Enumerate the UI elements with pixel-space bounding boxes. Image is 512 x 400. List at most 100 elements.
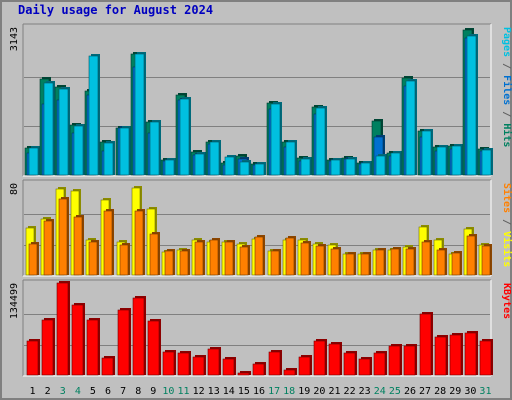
x-tick-day-10: 10 (162, 386, 174, 397)
bar-face (343, 352, 356, 376)
bar-pages-day-5 (88, 54, 100, 176)
bar-face (434, 336, 447, 376)
x-tick-day-25: 25 (389, 386, 401, 397)
x-tick-day-3: 3 (60, 386, 66, 397)
bar-face (390, 152, 401, 176)
x-tick-day-7: 7 (120, 386, 126, 397)
bar-face (101, 357, 114, 376)
bar-face (134, 210, 144, 276)
bar-sites-day-3 (58, 197, 69, 276)
bar-face (360, 162, 371, 176)
bar-face (119, 244, 129, 276)
bar-kbytes-day-21 (328, 342, 342, 376)
legend-part: / (501, 105, 512, 123)
bar-face (162, 351, 175, 376)
bar-sites-day-20 (315, 244, 326, 276)
bar-face (239, 161, 250, 176)
chart-title: Daily usage for August 2024 (18, 3, 214, 17)
bar-face (388, 345, 401, 376)
panel-3-max-label: 134499 (9, 283, 20, 319)
bar-face (207, 348, 220, 376)
bar-face (28, 243, 38, 276)
bar-pages-day-4 (73, 124, 85, 176)
x-tick-day-6: 6 (105, 386, 111, 397)
x-tick-day-24: 24 (374, 386, 386, 397)
bar-face (237, 372, 250, 376)
panel-3-legend-label: KBytes (501, 283, 512, 319)
bar-kbytes-day-2 (41, 318, 55, 376)
bar-pages-day-8 (134, 52, 146, 176)
bar-face (164, 250, 174, 276)
bar-pages-day-9 (149, 120, 161, 176)
x-tick-day-19: 19 (298, 386, 310, 397)
bar-kbytes-day-16 (252, 362, 266, 376)
bar-pages-day-16 (254, 162, 266, 176)
bar-face (239, 246, 249, 276)
legend-part: / (501, 213, 512, 231)
bar-face (330, 159, 341, 176)
bar-kbytes-day-23 (358, 357, 372, 376)
bar-face (268, 351, 281, 376)
bar-pages-day-26 (405, 79, 417, 176)
bar-face (88, 241, 98, 276)
bar-face (88, 55, 99, 176)
bar-face (466, 35, 477, 176)
bar-sites-day-2 (43, 219, 54, 276)
bar-sites-day-12 (194, 240, 205, 276)
bar-sites-day-9 (149, 232, 160, 276)
x-tick-day-28: 28 (434, 386, 446, 397)
bar-face (209, 141, 220, 176)
bar-face (43, 82, 54, 176)
bar-face (224, 241, 234, 276)
x-tick-day-8: 8 (135, 386, 141, 397)
bar-kbytes-day-27 (419, 312, 433, 376)
legend-part: Sites (501, 183, 512, 213)
bar-face (73, 125, 84, 176)
bar-sites-day-6 (103, 209, 114, 276)
bar-face (149, 121, 160, 176)
bar-face (177, 352, 190, 376)
bar-face (71, 304, 84, 376)
bar-face (300, 242, 310, 276)
x-tick-day-27: 27 (419, 386, 431, 397)
bar-sites-day-4 (73, 215, 84, 276)
bar-face (86, 319, 99, 376)
bar-kbytes-day-30 (464, 331, 478, 376)
bar-pages-day-23 (360, 161, 372, 176)
bar-face (119, 127, 130, 176)
bar-kbytes-day-31 (479, 339, 493, 376)
bar-face (224, 156, 235, 176)
bar-face (149, 233, 159, 276)
x-tick-day-13: 13 (208, 386, 220, 397)
legend-part: Files (501, 75, 512, 105)
bar-face (375, 249, 385, 276)
bar-face (26, 340, 39, 376)
bar-sites-day-13 (209, 238, 220, 276)
bar-kbytes-day-25 (388, 344, 402, 376)
bar-face (222, 358, 235, 376)
bar-pages-day-24 (375, 154, 387, 176)
panel-1-max-label: 3143 (9, 27, 20, 51)
bar-face (28, 147, 39, 176)
bar-pages-day-31 (481, 148, 493, 176)
panel-2-max-label: 80 (9, 183, 20, 195)
bar-face (252, 363, 265, 376)
bar-pages-day-12 (194, 152, 206, 176)
bar-face (41, 319, 54, 376)
bar-face (466, 235, 476, 276)
bar-sites-day-19 (300, 241, 311, 276)
bar-kbytes-day-3 (56, 281, 70, 376)
x-tick-day-22: 22 (344, 386, 356, 397)
legend-part: Hits (501, 123, 512, 147)
bar-face (390, 248, 400, 276)
bar-face (58, 88, 69, 176)
bar-face (436, 146, 447, 176)
bar-pages-day-13 (209, 140, 221, 176)
bar-face (405, 80, 416, 176)
x-tick-day-11: 11 (177, 386, 189, 397)
bar-sites-day-10 (164, 249, 175, 276)
bar-kbytes-day-6 (101, 356, 115, 376)
panel-2-legend-label: Sites / Visits (501, 183, 512, 267)
bar-face (285, 141, 296, 176)
x-tick-day-31: 31 (479, 386, 491, 397)
